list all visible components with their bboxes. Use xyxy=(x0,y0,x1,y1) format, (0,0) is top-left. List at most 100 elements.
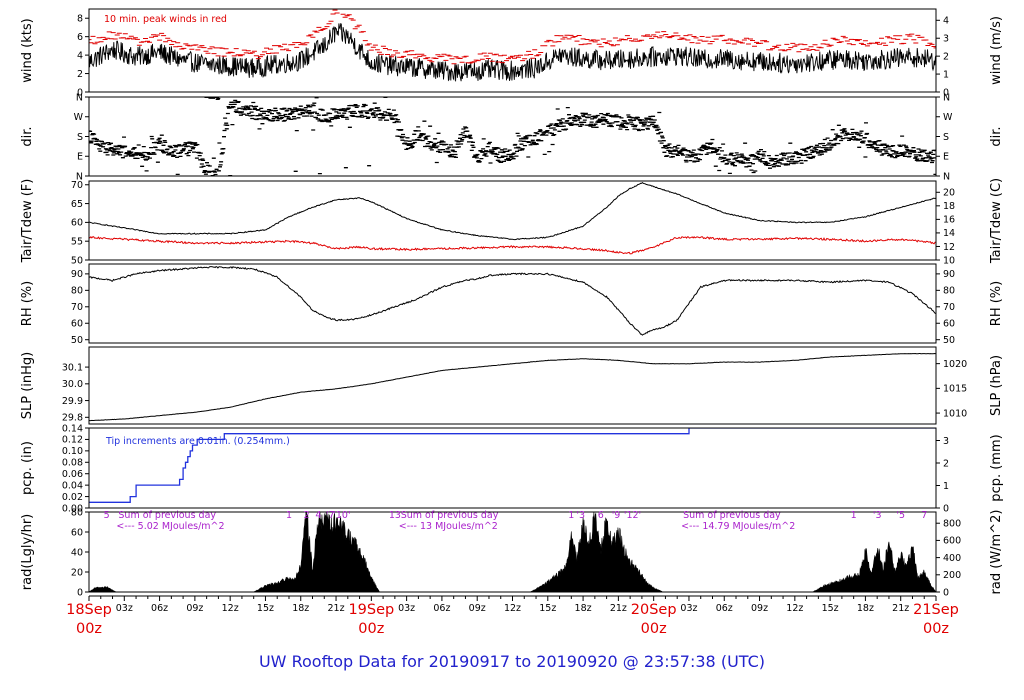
day-label-hour: 00z xyxy=(358,621,384,637)
rad-hour-marker-8: '3 xyxy=(576,510,585,521)
pcp-ytick-label: 0.02 xyxy=(62,492,83,503)
dir-ytick-label: S xyxy=(77,132,83,143)
rad-day-sum-value-0: <--- 5.02 MJoules/m^2 xyxy=(116,521,224,532)
time-tick-label: 12z xyxy=(504,603,521,614)
pcp-ytick-label: 0.06 xyxy=(62,469,83,480)
time-tick-label: 12z xyxy=(222,603,239,614)
slp-ylabel-right: SLP (hPa) xyxy=(989,355,1004,416)
rh-ytick-right-label: 60 xyxy=(943,319,955,330)
pcp-ylabel-right: pcp. (mm) xyxy=(989,434,1004,501)
rad-hour-marker-5: '10' xyxy=(333,510,350,521)
day-label-date: 21Sep xyxy=(913,602,959,618)
radiation-area xyxy=(89,512,936,592)
pcp-ytick-label: 0.14 xyxy=(62,423,83,434)
temp-ylabel-right: Tair/Tdew (C) xyxy=(989,178,1004,264)
rh-line xyxy=(89,266,936,336)
wind-ytick-label: 6 xyxy=(77,32,83,43)
temp-frame xyxy=(88,180,937,261)
rad-ylabel: rad(Lgly/hr) xyxy=(20,514,35,590)
pcp-ytick-label: 0.12 xyxy=(62,435,83,446)
time-tick-label: 06z xyxy=(151,603,168,614)
wind-peak-marks xyxy=(89,9,936,65)
rad-hour-marker-2: 2 xyxy=(304,510,310,521)
precip-step-line xyxy=(89,428,936,503)
rad-ytick-label: 80 xyxy=(71,507,83,518)
day-label-date: 20Sep xyxy=(631,602,677,618)
rh-frame xyxy=(88,263,937,344)
dir-ytick-right-label: N xyxy=(943,92,950,103)
day-label-hour: 00z xyxy=(76,621,102,637)
wind-ylabel: wind (kts) xyxy=(20,18,35,82)
rh-ytick-right-label: 80 xyxy=(943,286,955,297)
slp-marks xyxy=(89,352,936,422)
rad-hour-marker-0: 5 xyxy=(104,510,110,521)
day-label-date: 18Sep xyxy=(66,602,112,618)
dir-marks xyxy=(89,97,936,176)
dir-ytick-right-label: N xyxy=(943,171,950,182)
temp-ytick-label: 50 xyxy=(71,255,83,266)
dir-frame xyxy=(88,96,937,177)
rad-hour-marker-13: '3 xyxy=(873,510,882,521)
time-tick-label: 15z xyxy=(539,603,556,614)
panel-wind: 0 2 4 6 8 0 1 2 3 4 wind (kts) wind (m/s) 10 min. pe… xyxy=(20,8,1004,98)
rad-hour-marker-4: '7 xyxy=(326,510,335,521)
pcp-ytick-label: 0.10 xyxy=(62,446,83,457)
rad-hour-marker-9: 6 xyxy=(598,510,604,521)
rad-ytick-label: 40 xyxy=(71,547,83,558)
dir-ytick-right-label: S xyxy=(943,132,949,143)
dir-ytick-label: W xyxy=(74,112,84,123)
slp-ytick-label: 30.1 xyxy=(62,362,83,373)
time-tick-label: 09z xyxy=(186,603,203,614)
dir-ytick-label: N xyxy=(76,171,83,182)
day-label-hour: 00z xyxy=(641,621,667,637)
rad-ytick-right-label: 0 xyxy=(943,587,949,598)
temp-ytick-right-label: 18 xyxy=(943,201,955,212)
pcp-frame xyxy=(88,427,937,509)
rad-ytick-right-label: 400 xyxy=(943,553,961,564)
rh-ytick-label: 60 xyxy=(71,319,83,330)
wind-ytick-right-label: 3 xyxy=(943,34,949,45)
day-label-hour: 00z xyxy=(923,621,949,637)
dir-ytick-label: N xyxy=(76,92,83,103)
slp-line xyxy=(89,352,936,422)
wind-ytick-label: 8 xyxy=(77,14,83,25)
wind-ytick-label: 0 xyxy=(77,87,83,98)
rad-ytick-right-label: 200 xyxy=(943,570,961,581)
wind-frame xyxy=(88,8,937,93)
page-title: UW Rooftop Data for 20190917 to 20190920… xyxy=(259,652,765,671)
rh-ytick-label: 50 xyxy=(71,335,83,346)
rad-hour-marker-11: '12' xyxy=(624,510,641,521)
temp-ytick-label: 60 xyxy=(71,218,83,229)
temp-ytick-right-label: 10 xyxy=(943,255,955,266)
dir-ytick-right-label: W xyxy=(943,112,953,123)
rh-ytick-right-label: 70 xyxy=(943,302,955,313)
time-tick-label: 18z xyxy=(292,603,309,614)
dir-ytick-right-label: E xyxy=(943,152,949,163)
time-tick-label: 21z xyxy=(328,603,345,614)
pcp-ytick-right-label: 1 xyxy=(943,481,949,492)
rad-ytick-right-label: 600 xyxy=(943,536,961,547)
air-temp-line xyxy=(89,181,936,241)
wind-ylabel-right: wind (m/s) xyxy=(989,16,1004,85)
time-tick-label: 09z xyxy=(751,603,768,614)
temp-ylabel: Tair/Tdew (F) xyxy=(20,179,35,264)
pcp-ytick-right-label: 2 xyxy=(943,458,949,469)
wind-ytick-right-label: 4 xyxy=(943,16,949,27)
rad-ylabel-right: rad (W/m^2) xyxy=(989,510,1004,595)
time-tick-label: 18z xyxy=(857,603,874,614)
temp-ytick-right-label: 16 xyxy=(943,215,955,226)
rh-marks xyxy=(89,266,936,336)
rad-day-sum-2: Sum of previous day xyxy=(683,510,781,521)
temp-ytick-right-label: 12 xyxy=(943,242,955,253)
dewpoint-line xyxy=(89,236,936,255)
rad-ytick-label: 0 xyxy=(77,587,83,598)
rad-ytick-right-label: 800 xyxy=(943,519,961,530)
rad-day-sum-value-2: <--- 14.79 MJoules/m^2 xyxy=(681,521,795,532)
pcp-ytick-label: 0.04 xyxy=(62,480,83,491)
time-axis: 03z 06z 09z 12z 15z 18z 21z 03z 06z 09z 12z 15z 18z 2… xyxy=(66,595,959,637)
slp-ylabel: SLP (inHg) xyxy=(20,352,35,420)
